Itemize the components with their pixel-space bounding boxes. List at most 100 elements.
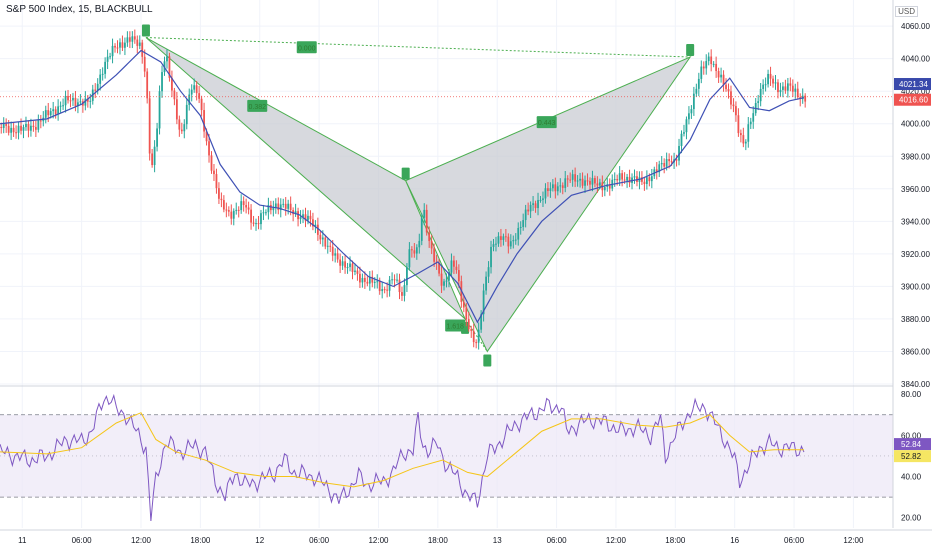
candle-down [784, 86, 787, 91]
pattern-point-marker[interactable] [483, 354, 492, 367]
candle-down [668, 159, 671, 162]
ratio-label-box[interactable] [445, 319, 466, 332]
rsi-ma-line [0, 412, 804, 488]
candle-up [49, 111, 52, 116]
pattern-point-marker[interactable] [401, 167, 410, 180]
ratio-label-box[interactable] [536, 116, 557, 129]
ask-price-badge: 4021.34 [894, 78, 931, 91]
candle-up [598, 182, 601, 186]
candle-down [344, 261, 346, 268]
candle-down [608, 184, 611, 189]
candle-up [665, 159, 668, 167]
candle-up [514, 239, 517, 241]
ratio-label-box[interactable] [247, 99, 268, 112]
candle-down [133, 36, 136, 40]
time-tick-label: 06:00 [547, 536, 568, 545]
candle-down [648, 177, 651, 182]
candle-up [368, 276, 371, 284]
pattern-point-marker[interactable] [141, 24, 150, 37]
candle-up [626, 176, 628, 181]
chart-symbol-title[interactable]: S&P 500 Index, 15, BLACKBULL [6, 4, 153, 15]
candle-down [789, 83, 792, 86]
candle-up [299, 217, 302, 220]
candle-up [183, 124, 186, 132]
candle-up [156, 128, 158, 147]
candle-up [564, 178, 567, 188]
price-badge-box [894, 93, 931, 106]
candle-up [443, 281, 445, 286]
interval-label: 15 [78, 4, 90, 15]
candle-down [425, 209, 428, 233]
candle-up [480, 314, 483, 330]
candle-down [269, 204, 272, 211]
rsi-tick-label: 20.00 [901, 514, 922, 523]
candle-up [524, 209, 527, 221]
pattern-connector [145, 37, 691, 58]
candle-up [396, 279, 398, 281]
pattern-connector [464, 318, 488, 352]
candle-down [336, 253, 339, 260]
price-tick-label: 3920.00 [901, 250, 930, 259]
candle-down [218, 188, 220, 199]
candle-down [702, 66, 705, 69]
rsi-pane [0, 393, 893, 522]
candlesticks [0, 29, 807, 350]
symbol-name: S&P 500 Index [6, 4, 73, 15]
candle-down [148, 98, 151, 154]
candle-up [30, 125, 32, 131]
candle-down [769, 73, 772, 79]
candle-down [547, 188, 549, 192]
candle-up [403, 285, 406, 296]
candle-down [128, 37, 131, 42]
candle-down [195, 85, 198, 94]
candle-up [774, 82, 777, 84]
candle-down [252, 222, 255, 224]
time-tick-label: 11 [18, 536, 27, 545]
candle-up [688, 113, 690, 120]
candle-down [363, 277, 366, 282]
candle-up [282, 203, 285, 205]
currency-label[interactable]: USD [895, 6, 918, 17]
rsi-line [0, 393, 805, 522]
candle-up [782, 86, 784, 90]
candle-down [237, 209, 240, 211]
candle-down [54, 109, 57, 115]
candle-down [398, 279, 401, 293]
candle-down [168, 56, 171, 78]
candle-down [804, 95, 807, 102]
candle-down [292, 210, 295, 215]
candle-up [680, 133, 683, 146]
candle-up [391, 279, 393, 281]
candle-up [450, 260, 453, 273]
candle-down [220, 198, 223, 201]
candle-up [126, 37, 129, 43]
candle-down [383, 289, 386, 291]
candle-down [616, 179, 619, 181]
candle-up [232, 210, 235, 219]
candle-down [203, 110, 205, 132]
candle-up [408, 249, 411, 268]
ratio-label-text: 0.382 [248, 104, 266, 111]
candle-up [556, 186, 559, 192]
ratio-label-box[interactable] [296, 41, 317, 54]
candle-down [74, 97, 77, 107]
candle-down [121, 42, 124, 48]
pattern-point-marker[interactable] [686, 44, 695, 57]
candle-down [284, 203, 287, 209]
pattern-ratio-label: 1.618 [445, 319, 466, 332]
price-badge-text: 4016.60 [899, 96, 928, 105]
candle-down [428, 232, 431, 242]
candle-up [124, 42, 126, 48]
candle-up [346, 267, 349, 269]
candle-up [482, 290, 485, 315]
candle-down [34, 127, 37, 130]
candle-down [725, 84, 727, 90]
candle-up [381, 289, 384, 292]
candle-up [767, 73, 769, 85]
candle-up [131, 36, 134, 42]
candle-up [267, 204, 270, 213]
candle-down [12, 127, 15, 133]
candle-up [603, 186, 606, 191]
candle-down [527, 209, 530, 212]
